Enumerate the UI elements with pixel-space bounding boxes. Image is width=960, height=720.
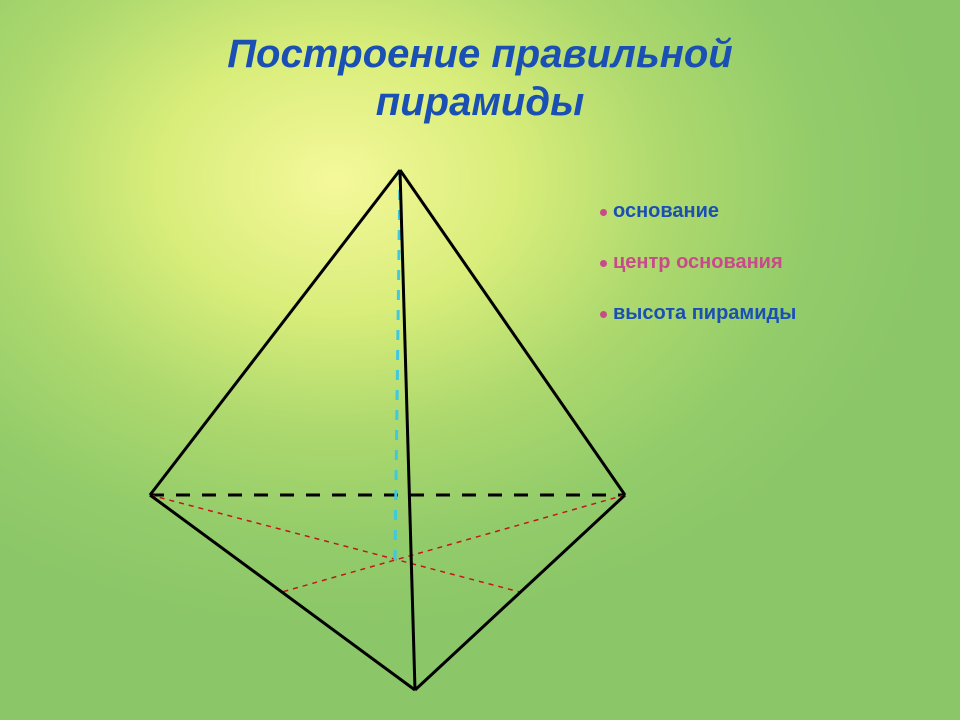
edge-apex-right: [400, 170, 625, 495]
slide: Построение правильной пирамиды основание…: [0, 0, 960, 720]
edge-right-front: [415, 495, 625, 690]
pyramid-height: [395, 170, 400, 560]
title-line-1: Построение правильной: [227, 32, 732, 76]
pyramid-diagram: [120, 160, 660, 700]
edge-apex-left: [150, 170, 400, 495]
title-line-2: пирамиды: [376, 80, 584, 124]
edge-apex-front: [400, 170, 415, 690]
edge-left-front: [150, 495, 415, 690]
slide-title: Построение правильной пирамиды: [0, 30, 960, 126]
